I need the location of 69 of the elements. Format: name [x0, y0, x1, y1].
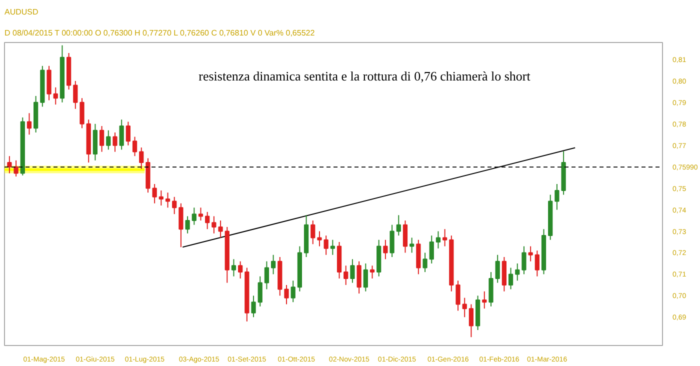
candlestick — [264, 260, 270, 290]
candlestick — [515, 262, 520, 282]
candlestick — [416, 239, 421, 275]
candlestick — [178, 202, 184, 248]
candlestick — [324, 235, 328, 256]
candlestick — [350, 258, 355, 284]
candlestick — [402, 220, 408, 254]
candlestick — [14, 160, 18, 177]
candlestick — [317, 230, 322, 247]
candlestick — [112, 132, 118, 152]
candlestick — [522, 246, 526, 275]
candlestick — [363, 262, 368, 292]
candlestick — [410, 237, 414, 254]
candlestick — [502, 256, 506, 292]
candlestick — [7, 156, 12, 174]
candlestick — [528, 246, 533, 262]
candlestick — [508, 267, 514, 290]
text: D 08/04/2015 T 00:00:00 O 0,76300 H 0,77270 L 0,76260 C 0,76810 V 0 Var% 0,65522 — [4, 28, 316, 38]
candlestick — [46, 65, 52, 101]
candlestick — [205, 211, 210, 230]
candlestick — [356, 260, 362, 294]
candlestick — [238, 260, 243, 279]
candlestick — [165, 192, 170, 208]
candlestick — [106, 130, 111, 150]
candlestick — [119, 119, 124, 150]
candlestick — [370, 265, 375, 279]
candlestick — [132, 136, 138, 157]
candlestick — [383, 239, 388, 260]
candlestick — [488, 272, 494, 307]
candlestick — [198, 207, 204, 222]
candlestick — [218, 220, 223, 238]
candlestick — [422, 252, 428, 273]
candlestick — [534, 250, 540, 277]
candlestick — [495, 254, 500, 284]
candlestick — [231, 258, 236, 277]
candlestick — [482, 290, 487, 310]
candlestick — [270, 254, 276, 275]
candlestick — [192, 207, 196, 226]
candlestick — [290, 280, 296, 303]
candlestick — [344, 265, 348, 286]
candlestick — [396, 214, 401, 236]
candlestick — [26, 112, 32, 136]
candlestick — [126, 121, 130, 146]
candlestick — [158, 190, 164, 206]
candlestick — [442, 228, 448, 247]
candlestick — [390, 224, 394, 258]
candlestick — [436, 230, 441, 249]
candlestick — [185, 216, 190, 234]
candlestick — [99, 126, 104, 152]
annotation: resistenza dinamica sentita e la rottura di 0,76 chiamerà lo short — [198, 68, 531, 84]
candlestick — [554, 184, 560, 210]
candlestick — [152, 184, 157, 204]
candlestick — [73, 80, 78, 110]
candlestick — [139, 147, 144, 170]
candlestick — [172, 196, 177, 215]
candlestick — [212, 216, 216, 234]
chart-title: AUDUSD — [4, 8, 39, 16]
candlestick — [53, 86, 58, 106]
candlestick — [284, 284, 289, 305]
candlestick — [258, 276, 262, 307]
candlestick — [92, 123, 98, 161]
candlestick — [462, 297, 467, 318]
candlestick — [330, 239, 335, 256]
candlestick — [251, 295, 256, 318]
candlestick — [429, 235, 434, 264]
candlestick — [310, 220, 316, 245]
candlestick — [456, 280, 460, 312]
candlestick — [468, 304, 474, 338]
candlestick — [80, 98, 84, 129]
